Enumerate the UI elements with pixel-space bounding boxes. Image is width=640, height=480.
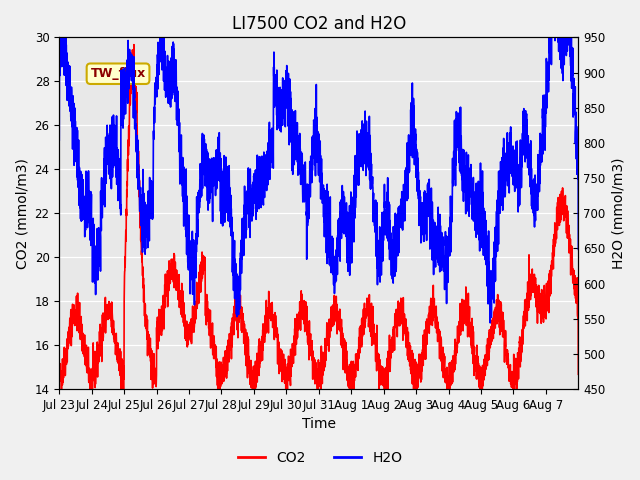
- Legend: CO2, H2O: CO2, H2O: [232, 445, 408, 471]
- X-axis label: Time: Time: [302, 418, 336, 432]
- Y-axis label: CO2 (mmol/m3): CO2 (mmol/m3): [15, 158, 29, 269]
- Text: TW_flux: TW_flux: [90, 67, 146, 80]
- Y-axis label: H2O (mmol/m3): H2O (mmol/m3): [611, 157, 625, 269]
- Title: LI7500 CO2 and H2O: LI7500 CO2 and H2O: [232, 15, 406, 33]
